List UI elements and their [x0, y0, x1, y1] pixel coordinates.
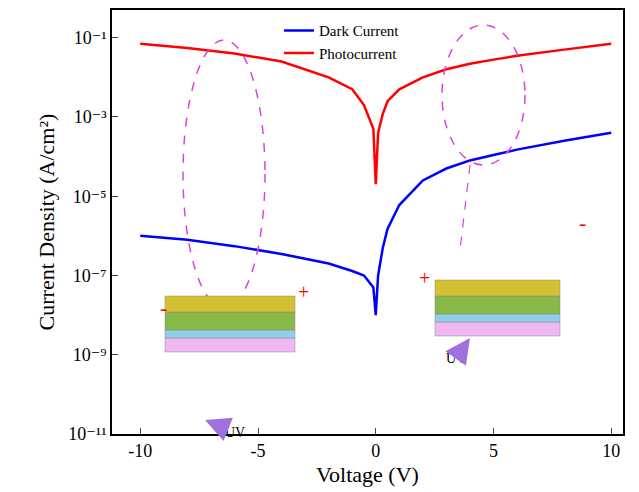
svg-text:+: + — [298, 281, 309, 303]
svg-text:10⁻³: 10⁻³ — [74, 107, 108, 127]
svg-text:UV: UV — [225, 425, 245, 440]
svg-text:5: 5 — [489, 441, 498, 461]
svg-text:Dark Current: Dark Current — [319, 23, 399, 39]
svg-text:10: 10 — [602, 441, 620, 461]
svg-text:10⁻⁷: 10⁻⁷ — [73, 266, 107, 286]
svg-text:0: 0 — [371, 441, 380, 461]
svg-text:10⁻¹: 10⁻¹ — [74, 28, 107, 48]
svg-text:Current Density (A/cm²): Current Density (A/cm²) — [34, 114, 59, 331]
svg-text:-: - — [579, 210, 586, 235]
svg-text:+: + — [419, 267, 430, 289]
svg-text:Voltage (V): Voltage (V) — [316, 462, 419, 487]
svg-text:-: - — [160, 295, 167, 320]
svg-text:-10: -10 — [128, 441, 152, 461]
svg-text:10⁻⁹: 10⁻⁹ — [73, 345, 107, 365]
svg-text:Photocurrent: Photocurrent — [319, 46, 397, 62]
svg-text:10⁻¹¹: 10⁻¹¹ — [68, 424, 106, 444]
svg-text:UV: UV — [446, 351, 466, 366]
svg-text:-5: -5 — [251, 441, 266, 461]
svg-text:10⁻⁵: 10⁻⁵ — [73, 187, 107, 207]
